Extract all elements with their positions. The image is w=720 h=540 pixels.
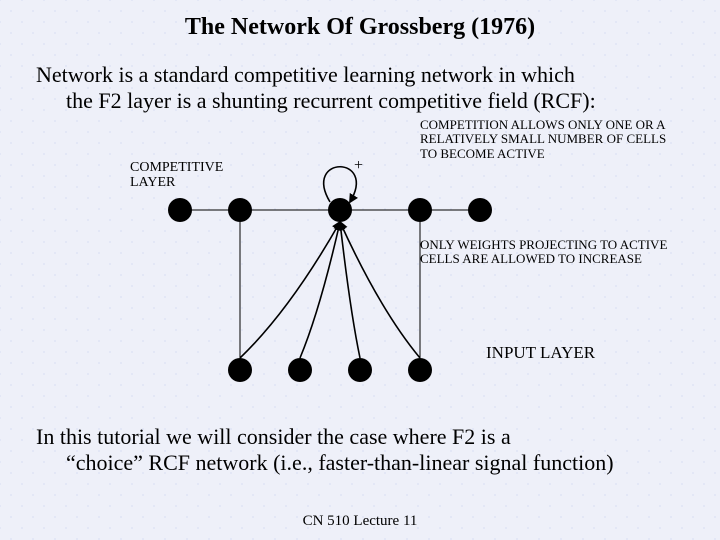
- slide: The Network Of Grossberg (1976) Network …: [0, 0, 720, 540]
- para1-rest: the F2 layer is a shunting recurrent com…: [36, 88, 686, 114]
- footer-text: CN 510 Lecture 11: [0, 513, 720, 530]
- paragraph-1: Network is a standard competitive learni…: [36, 62, 686, 114]
- para1-line1: Network is a standard competitive learni…: [36, 62, 575, 87]
- network-svg: [150, 150, 530, 400]
- paragraph-2: In this tutorial we will consider the ca…: [36, 424, 686, 476]
- para2-line1: In this tutorial we will consider the ca…: [36, 424, 511, 449]
- para2-rest: “choice” RCF network (i.e., faster-than-…: [36, 450, 686, 476]
- page-title: The Network Of Grossberg (1976): [0, 14, 720, 41]
- network-diagram: [150, 150, 530, 400]
